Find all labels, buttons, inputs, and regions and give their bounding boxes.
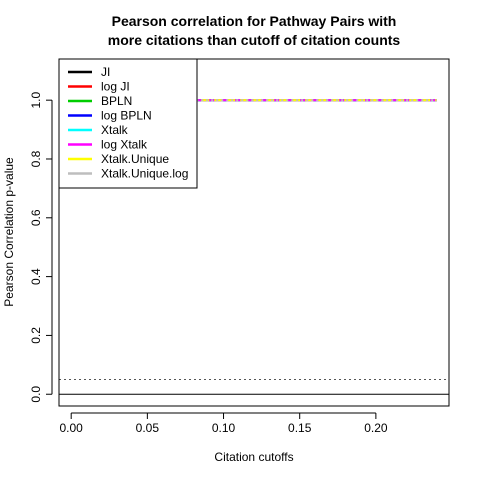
y-tick-label-1: 0.2 (29, 327, 43, 344)
legend-label-3: log BPLN (101, 109, 152, 123)
legend-label-7: Xtalk.Unique.log (101, 167, 188, 181)
x-tick-label-0: 0.00 (60, 421, 84, 435)
legend-label-4: Xtalk (101, 123, 129, 137)
y-tick-label-2: 0.4 (29, 268, 43, 285)
x-axis: 0.00 0.05 0.10 0.15 0.20 (60, 412, 388, 435)
legend-label-2: BPLN (101, 94, 132, 108)
y-tick-label-4: 0.8 (29, 150, 43, 167)
chart-title-line-2: more citations than cutoff of citation c… (108, 32, 401, 48)
x-axis-label: Citation cutoffs (214, 450, 293, 464)
x-tick-label-1: 0.05 (136, 421, 160, 435)
legend-label-6: Xtalk.Unique (101, 152, 169, 166)
y-tick-label-0: 0.0 (29, 386, 43, 403)
x-tick-label-2: 0.10 (212, 421, 236, 435)
legend-label-0: JI (101, 65, 110, 79)
x-tick-label-4: 0.20 (364, 421, 388, 435)
legend-box (58, 58, 198, 189)
reference-lines (59, 379, 449, 395)
plot-frame (58, 58, 450, 407)
legend-label-1: log JI (101, 80, 130, 94)
chart-title-line-1: Pearson correlation for Pathway Pairs wi… (112, 13, 397, 29)
legend-label-5: log Xtalk (101, 138, 148, 152)
y-tick-label-3: 0.6 (29, 209, 43, 226)
y-axis: 0.0 0.2 0.4 0.6 0.8 1.0 (29, 92, 53, 403)
y-tick-label-5: 1.0 (29, 92, 43, 109)
x-tick-label-3: 0.15 (288, 421, 312, 435)
y-axis-label: Pearson Correlation p-value (2, 157, 16, 307)
